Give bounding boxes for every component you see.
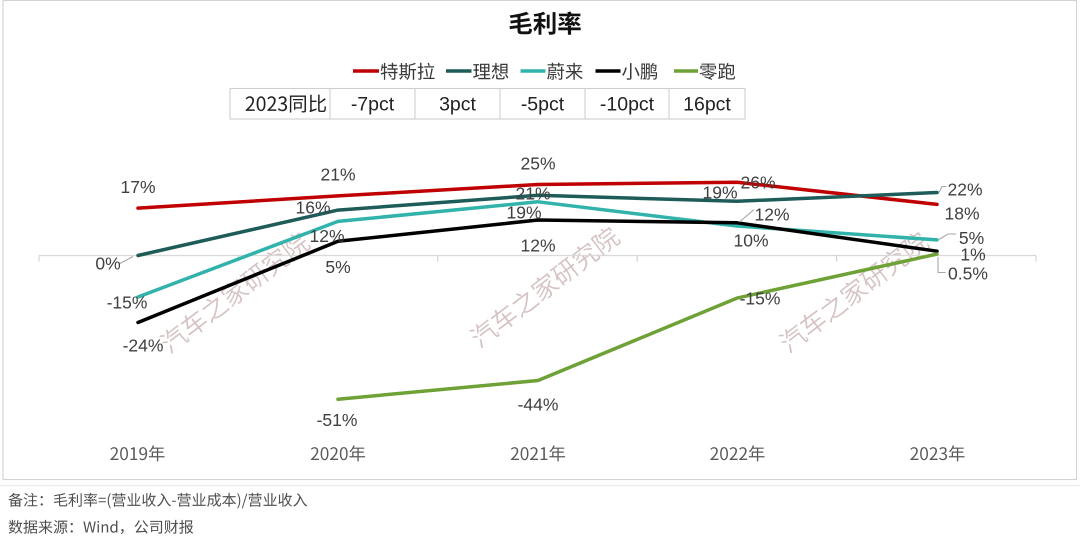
svg-text:19%: 19%: [702, 182, 737, 202]
svg-text:17%: 17%: [120, 177, 155, 197]
svg-text:-10pct: -10pct: [600, 94, 655, 116]
svg-text:5%: 5%: [959, 228, 984, 248]
svg-text:-24%: -24%: [123, 335, 164, 355]
svg-text:-51%: -51%: [317, 410, 358, 430]
svg-text:-15%: -15%: [740, 288, 781, 308]
svg-text:19%: 19%: [506, 202, 541, 222]
svg-text:21%: 21%: [320, 164, 355, 184]
svg-text:-44%: -44%: [518, 394, 559, 414]
svg-text:12%: 12%: [754, 204, 789, 224]
svg-text:-5pct: -5pct: [521, 94, 565, 116]
svg-text:5%: 5%: [325, 257, 350, 277]
svg-text:3pct: 3pct: [439, 94, 476, 116]
svg-text:10%: 10%: [733, 230, 768, 250]
svg-text:16pct: 16pct: [683, 94, 731, 116]
svg-text:1%: 1%: [960, 244, 985, 264]
svg-text:12%: 12%: [520, 235, 555, 255]
svg-text:0.5%: 0.5%: [948, 263, 988, 283]
svg-text:25%: 25%: [520, 153, 555, 173]
svg-text:22%: 22%: [947, 179, 982, 199]
svg-text:12%: 12%: [309, 226, 344, 246]
svg-text:18%: 18%: [944, 203, 979, 223]
svg-text:16%: 16%: [295, 197, 330, 217]
svg-text:0%: 0%: [95, 253, 120, 273]
svg-text:26%: 26%: [740, 172, 775, 192]
svg-text:-7pct: -7pct: [351, 94, 395, 116]
svg-text:21%: 21%: [515, 183, 550, 203]
svg-text:-15%: -15%: [107, 292, 148, 312]
